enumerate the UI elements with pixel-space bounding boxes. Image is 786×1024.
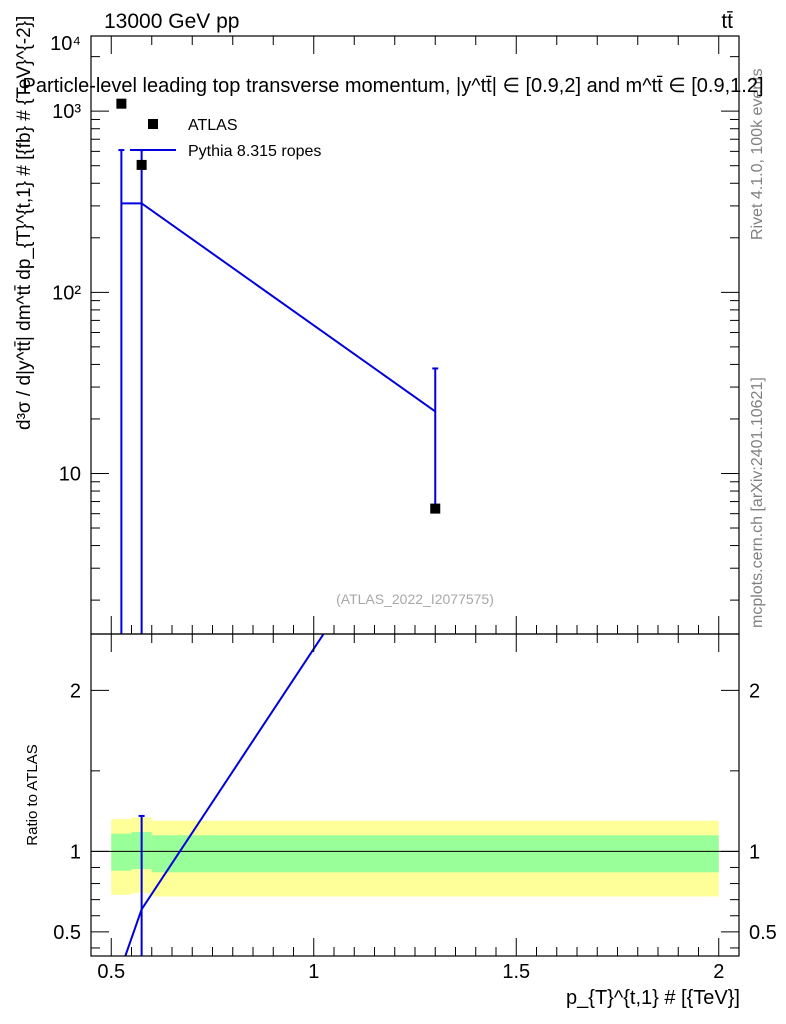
main-y-tick-label: 10⁴ <box>50 33 81 55</box>
side-label-rivet: Rivet 4.1.0, 100k events <box>749 68 766 240</box>
atlas-data-point <box>430 503 441 514</box>
x-axis-label: p_{T}^{t,1} # [{TeV}] <box>566 987 740 1009</box>
ratio-y-tick-label: 1 <box>70 841 81 863</box>
side-label-mcplots: mcplots.cern.ch [arXiv:2401.10621] <box>749 377 766 628</box>
x-tick-label: 0.5 <box>97 961 125 983</box>
x-tick-label: 1 <box>308 961 319 983</box>
main-y-tick-labels: 10 10² 10³ 10⁴ <box>50 33 81 485</box>
main-panel: 10 10² 10³ 10⁴ (ATLAS_2022_I2077575) ATLAS … <box>14 16 764 635</box>
main-y-tick-label: 10² <box>52 282 81 304</box>
ratio-y-tick-label-right: 0.5 <box>749 922 777 944</box>
ratio-y-tick-label: 2 <box>70 680 81 702</box>
x-tick-label: 1.5 <box>502 961 530 983</box>
main-series <box>116 98 441 634</box>
ratio-pythia-line <box>124 633 325 957</box>
legend-marker-atlas <box>148 119 158 129</box>
watermark: (ATLAS_2022_I2077575) <box>336 591 494 607</box>
process-label: tt̄ <box>721 10 733 33</box>
plot-title: Particle-level leading top transverse mo… <box>23 75 764 97</box>
main-y-axis-label: d³σ / d|y^tt̄| dm^tt̄ dp_{T}^{t,1} # [{f… <box>14 16 35 430</box>
ratio-bands <box>111 817 719 897</box>
energy-label: 13000 GeV pp <box>104 10 239 33</box>
ratio-panel: 0.5 0.5 1 1 2 2 0.5 1 1.5 2 Ratio to ATLAS p_{T}^… <box>24 633 777 1009</box>
ratio-tick-labels: 0.5 0.5 1 1 2 2 0.5 1 1.5 2 <box>53 680 777 983</box>
ratio-y-tick-label: 0.5 <box>53 922 81 944</box>
ratio-frame <box>90 633 740 957</box>
legend-label-pythia: Pythia 8.315 ropes <box>188 143 321 160</box>
legend-label-atlas: ATLAS <box>188 117 238 134</box>
legend: ATLAS Pythia 8.315 ropes <box>130 117 321 160</box>
ratio-series <box>124 633 325 957</box>
ratio-ticks <box>91 634 739 956</box>
pythia-line <box>121 202 436 413</box>
main-ticks <box>91 36 739 634</box>
ratio-y-tick-label-right: 1 <box>749 841 760 863</box>
main-y-tick-label: 10 <box>59 463 81 485</box>
ratio-y-axis-label: Ratio to ATLAS <box>24 744 41 845</box>
ratio-band-stat <box>111 833 132 871</box>
atlas-data-point <box>136 159 147 170</box>
main-y-tick-label: 10³ <box>52 101 81 123</box>
ratio-band-stat <box>151 835 719 873</box>
x-tick-label: 2 <box>713 961 724 983</box>
atlas-data-point <box>116 98 127 109</box>
ratio-y-tick-label-right: 2 <box>749 680 760 702</box>
